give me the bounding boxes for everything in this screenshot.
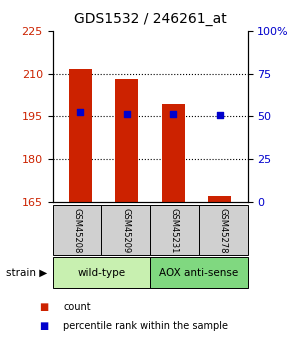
Text: wild-type: wild-type xyxy=(77,268,125,277)
Text: GSM45231: GSM45231 xyxy=(170,208,179,253)
Bar xyxy=(162,104,185,202)
Text: ■: ■ xyxy=(39,321,48,331)
Point xyxy=(217,112,222,118)
Bar xyxy=(115,79,138,202)
Text: GSM45209: GSM45209 xyxy=(121,208,130,253)
Text: ■: ■ xyxy=(39,302,48,312)
Point xyxy=(124,111,129,116)
Text: AOX anti-sense: AOX anti-sense xyxy=(159,268,238,277)
Text: count: count xyxy=(63,302,91,312)
Text: strain ▶: strain ▶ xyxy=(6,268,47,277)
Bar xyxy=(69,69,92,202)
Text: GSM45278: GSM45278 xyxy=(219,208,228,253)
Bar xyxy=(208,196,231,202)
Text: GDS1532 / 246261_at: GDS1532 / 246261_at xyxy=(74,12,226,26)
Point xyxy=(171,111,176,116)
Text: GSM45208: GSM45208 xyxy=(72,208,81,253)
Point xyxy=(78,109,83,115)
Text: percentile rank within the sample: percentile rank within the sample xyxy=(63,321,228,331)
